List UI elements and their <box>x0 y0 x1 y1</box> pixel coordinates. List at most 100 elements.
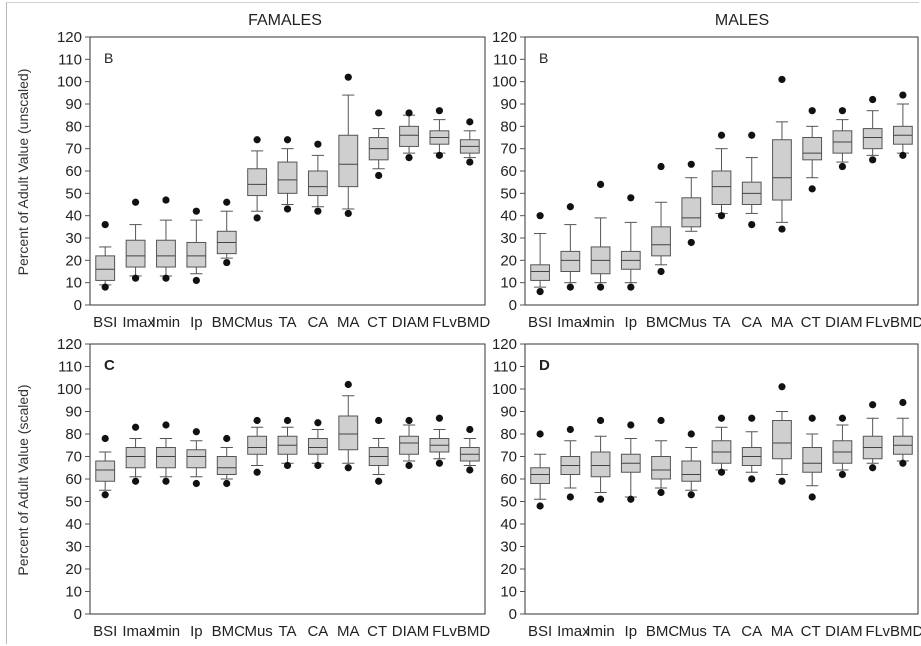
y-tick-label: 40 <box>500 208 517 225</box>
outlier-point <box>131 274 140 282</box>
category-label-DIAM: DIAM <box>825 623 863 640</box>
y-tick-label: 0 <box>509 606 517 623</box>
box-BSI <box>530 212 550 296</box>
iqr-box <box>681 460 702 482</box>
outlier-point <box>869 401 877 409</box>
category-label-vBMD: vBMD <box>882 314 921 331</box>
outlier-point <box>596 495 605 503</box>
category-label-CT: CT <box>367 314 387 331</box>
box-TA <box>711 131 732 220</box>
category-label-TA: TA <box>712 314 730 331</box>
y-tick-label: 10 <box>500 584 517 601</box>
category-label-DIAM: DIAM <box>392 314 430 331</box>
box-CA <box>307 140 328 215</box>
y-tick-label: 20 <box>500 252 517 269</box>
box-Mus <box>681 160 702 247</box>
iqr-box <box>772 139 792 201</box>
box-Ip <box>186 428 207 488</box>
outlier-point <box>466 118 474 126</box>
outlier-point <box>536 212 544 220</box>
box-vBMD <box>893 91 913 159</box>
y-tick-label: 50 <box>500 494 517 511</box>
outlier-point <box>192 276 200 285</box>
outlier-point <box>808 493 816 501</box>
outlier-point <box>223 434 231 443</box>
y-tick-label: 30 <box>65 539 82 556</box>
iqr-box <box>186 241 207 268</box>
outlier-point <box>536 430 544 438</box>
category-label-FL: FL <box>865 314 883 331</box>
outlier-point <box>253 468 261 476</box>
outlier-point <box>162 477 170 485</box>
box-BMC <box>651 416 671 497</box>
category-label-Imax: Imax <box>557 623 590 640</box>
category-label-Ip: Ip <box>190 623 203 640</box>
category-label-Ip: Ip <box>625 623 638 640</box>
box-Ip <box>620 194 641 291</box>
outlier-point <box>778 383 786 391</box>
iqr-box <box>651 226 671 257</box>
outlier-point <box>627 194 635 202</box>
category-label-FL: FL <box>432 623 450 640</box>
outlier-point <box>466 466 474 474</box>
outlier-point <box>899 459 907 467</box>
box-MA <box>338 380 359 472</box>
outlier-point <box>717 468 726 476</box>
outlier-point <box>687 238 695 247</box>
y-tick-label: 30 <box>500 230 517 247</box>
category-label-Mus: Mus <box>244 314 272 331</box>
outlier-point <box>838 162 847 171</box>
category-label-BSI: BSI <box>528 623 552 640</box>
outlier-point <box>838 470 847 479</box>
y-tick-label: 50 <box>500 185 517 202</box>
iqr-box <box>399 435 419 455</box>
outlier-point <box>536 502 544 510</box>
outlier-point <box>344 73 352 81</box>
y-tick-label: 100 <box>57 74 82 91</box>
outlier-point <box>435 414 444 422</box>
box-BMC <box>216 434 237 488</box>
y-tick-label: 70 <box>500 449 517 466</box>
outlier-point <box>192 479 200 488</box>
outlier-point <box>223 479 231 488</box>
category-label-TA: TA <box>278 314 296 331</box>
iqr-box <box>711 170 732 205</box>
iqr-box <box>125 447 146 469</box>
category-label-CT: CT <box>801 314 821 331</box>
y-tick-label: 100 <box>492 74 517 91</box>
outlier-point <box>435 151 444 159</box>
y-tick-label: 80 <box>65 118 82 135</box>
outlier-point <box>657 488 665 497</box>
outlier-point <box>566 203 574 211</box>
outlier-point <box>596 416 605 425</box>
outlier-point <box>101 283 109 291</box>
category-label-BSI: BSI <box>528 314 552 331</box>
outlier-point <box>627 283 635 291</box>
box-Mus <box>681 430 702 499</box>
y-axis-label-top: Percent of Adult Value (unscaled) <box>15 69 31 276</box>
category-label-Imin: Imin <box>586 623 614 640</box>
y-tick-label: 110 <box>493 51 517 68</box>
category-label-CA: CA <box>741 314 762 331</box>
panel-letter: C <box>104 357 115 374</box>
box-Imax <box>125 198 146 282</box>
outlier-point <box>869 464 877 472</box>
y-tick-label: 20 <box>500 561 517 578</box>
y-tick-label: 60 <box>500 471 517 488</box>
outlier-point <box>899 151 907 159</box>
iqr-box <box>247 168 268 197</box>
box-DIAM <box>832 414 853 479</box>
panel-4: 0 10 20 30 40 50 60 70 80 90 100 110 120 D BSI ImaxImin… <box>492 336 921 640</box>
box-vBMD <box>459 118 480 166</box>
y-tick-label: 50 <box>65 185 82 202</box>
box-FL <box>429 107 450 159</box>
box-CT <box>802 107 823 193</box>
y-tick-label: 90 <box>65 404 82 421</box>
box-CT <box>802 414 823 501</box>
box-vBMD <box>459 425 480 474</box>
panel-frame <box>89 343 486 615</box>
box-Mus <box>247 136 268 222</box>
outlier-point <box>405 154 413 162</box>
y-tick-label: 0 <box>74 297 82 314</box>
